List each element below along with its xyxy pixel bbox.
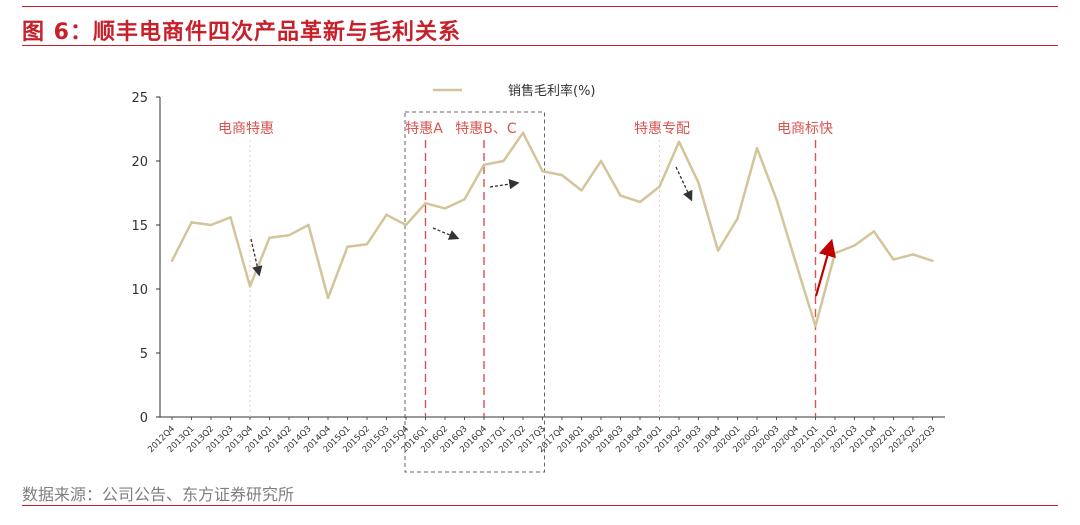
data-point xyxy=(697,181,700,184)
data-point xyxy=(482,163,486,167)
data-point xyxy=(619,194,622,197)
data-point xyxy=(502,159,505,163)
annotation-label-special-exclusive: 特惠专配 xyxy=(634,121,690,137)
arrow-down-2013q4 xyxy=(250,238,263,277)
source-note: 数据来源：公司公告、东方证券研究所 xyxy=(22,485,295,504)
legend-label: 销售毛利率(%) xyxy=(508,83,596,99)
y-tick-label: 25 xyxy=(131,91,148,106)
data-point xyxy=(872,230,876,233)
data-point xyxy=(736,217,739,220)
data-point xyxy=(443,207,447,210)
arrow-down-2016q1 xyxy=(432,227,460,240)
highlight-box-rect xyxy=(404,111,545,473)
data-point xyxy=(463,198,466,201)
data-point xyxy=(404,223,408,227)
data-point xyxy=(560,173,564,177)
data-point xyxy=(911,253,915,256)
figure-title: 图 6：顺丰电商件四次产品革新与毛利关系 xyxy=(22,20,461,45)
arrow-down-2019q1 xyxy=(675,166,693,202)
data-point xyxy=(326,296,330,300)
top-rule xyxy=(22,6,1058,7)
data-point xyxy=(892,258,895,261)
series-line-gross-margin xyxy=(170,131,933,328)
data-point xyxy=(755,147,759,150)
y-tick-label: 5 xyxy=(140,347,148,362)
annotation-label-ecommerce-special: 电商特惠 xyxy=(218,121,274,137)
highlight-box xyxy=(404,111,545,473)
data-point xyxy=(833,251,837,255)
data-point xyxy=(638,200,642,204)
data-point xyxy=(346,245,349,248)
data-point xyxy=(521,131,525,135)
data-point xyxy=(307,223,310,227)
title-rule xyxy=(22,45,1058,46)
bottom-rule xyxy=(22,505,1058,506)
data-point xyxy=(170,259,174,263)
series-group xyxy=(170,131,934,328)
arrow-right-2016q4 xyxy=(489,178,520,190)
y-tick-label: 20 xyxy=(131,155,148,170)
data-point xyxy=(365,243,369,246)
data-point xyxy=(599,159,603,163)
data-point xyxy=(287,234,291,237)
data-point xyxy=(385,213,388,216)
data-point xyxy=(209,223,213,227)
data-point xyxy=(658,185,661,188)
annotation-label-special-bc: 特惠B、C xyxy=(455,121,517,137)
data-point xyxy=(541,170,544,173)
y-tick-label: 10 xyxy=(131,283,148,298)
y-tick-label: 15 xyxy=(131,219,148,234)
trend-arrows xyxy=(250,166,836,297)
y-tick-label: 0 xyxy=(140,411,148,426)
data-point xyxy=(677,140,681,143)
annotation-label-special-a: 特惠A xyxy=(405,121,443,137)
legend: 销售毛利率(%) xyxy=(433,83,596,99)
data-point xyxy=(229,216,232,219)
data-point xyxy=(268,236,271,239)
annotation-labels: 电商特惠 特惠A 特惠B、C 特惠专配 电商标快 xyxy=(218,121,833,137)
data-point xyxy=(814,324,817,328)
arrow-up-2021q1 xyxy=(814,238,836,297)
annotation-label-ecommerce-express: 电商标快 xyxy=(777,121,833,137)
data-point xyxy=(580,189,583,192)
data-point xyxy=(775,198,778,201)
data-point xyxy=(853,244,856,247)
data-point xyxy=(716,249,720,252)
data-point xyxy=(424,202,427,205)
data-point xyxy=(931,259,934,263)
data-point xyxy=(794,262,798,265)
data-point xyxy=(248,285,252,288)
data-point xyxy=(190,221,193,224)
